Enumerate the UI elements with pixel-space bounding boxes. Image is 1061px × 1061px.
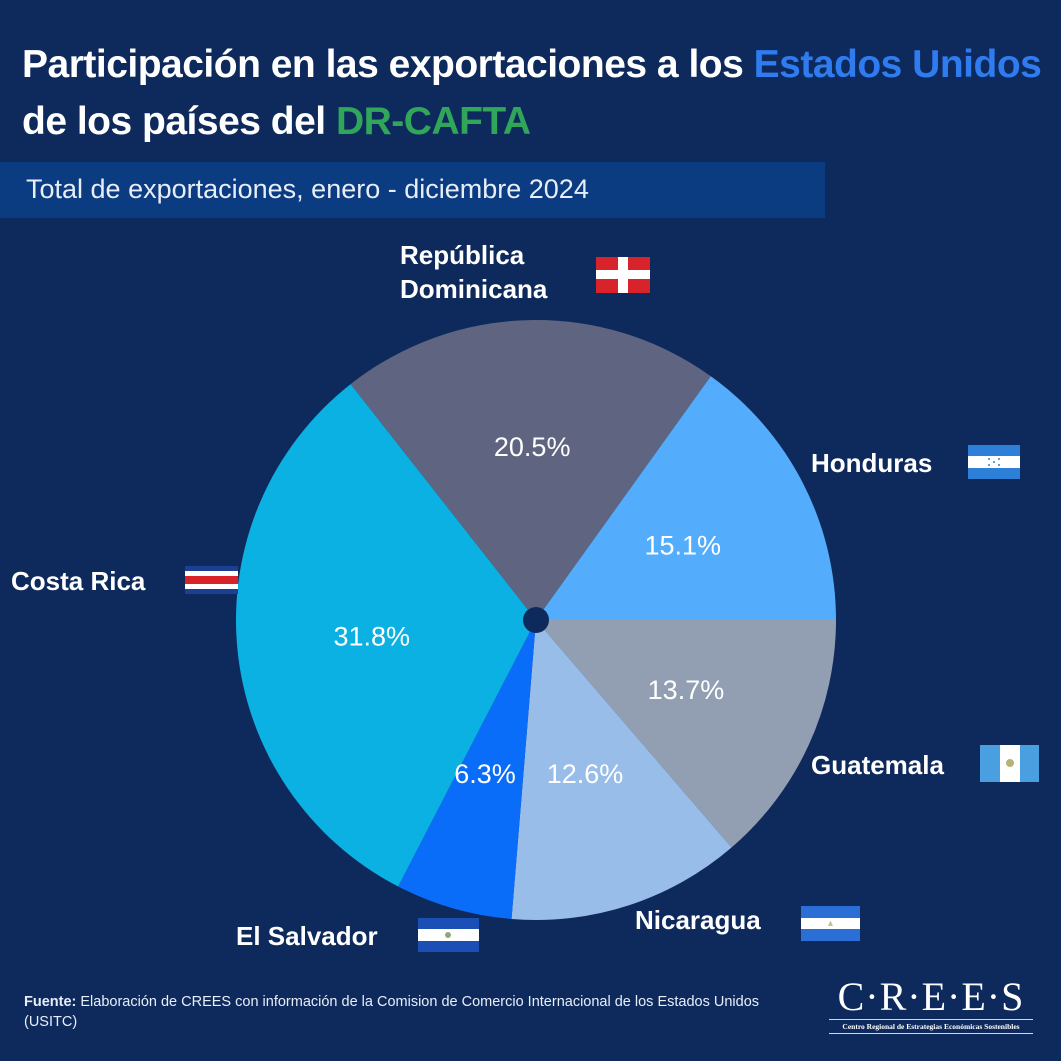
chart-subtitle: Total de exportaciones, enero - diciembr… (26, 174, 589, 204)
pie-slice-costa-rica (235, 384, 536, 887)
label-republica-dominicana-line1: República (400, 240, 525, 270)
costa-rica-flag (185, 566, 238, 594)
el-salvador-flag (418, 918, 479, 952)
title-part-1: Participación en las exportaciones a los (22, 43, 754, 86)
logo-divider-bottom (829, 1033, 1033, 1034)
pie-label-el-salvador: 6.3% (454, 759, 516, 789)
subtitle-bar: Total de exportaciones, enero - diciembr… (0, 162, 825, 218)
label-honduras: Honduras (811, 448, 933, 478)
source-note: Fuente: Elaboración de CREES con informa… (24, 992, 784, 1032)
pie-slices (235, 320, 836, 920)
pie-label-rep-blica-dominicana: 20.5% (494, 432, 571, 462)
pie-label-honduras: 15.1% (644, 531, 721, 561)
dominican-republic-flag (596, 257, 650, 293)
label-republica-dominicana: República Dominicana (400, 238, 547, 306)
title-highlight-dr-cafta: DR-CAFTA (335, 100, 531, 143)
label-costa-rica: Costa Rica (11, 566, 146, 596)
pie-label-guatemala: 13.7% (648, 675, 725, 705)
source-text: Elaboración de CREES con información de … (24, 994, 760, 1030)
label-republica-dominicana-line2: Dominicana (400, 274, 548, 304)
pie-slice-guatemala (536, 620, 836, 848)
pie-slice-rep-blica-dominicana (350, 320, 711, 620)
chart-title: Participación en las exportaciones a los… (22, 36, 1042, 150)
pie-slice-honduras (536, 376, 836, 620)
pie-label-nicaragua: 12.6% (547, 759, 624, 789)
label-nicaragua: Nicaragua (635, 905, 761, 935)
title-part-2: de los países del (22, 100, 336, 143)
pie-label-costa-rica: 31.8% (333, 622, 410, 652)
pie-slice-nicaragua (511, 620, 732, 920)
honduras-flag (968, 445, 1020, 479)
crees-logo-tagline: Centro Regional de Estrategias Económica… (842, 1022, 1020, 1031)
pie-slice-el-salvador (398, 620, 536, 919)
title-highlight-estados-unidos: Estados Unidos (753, 43, 1042, 86)
pie-slice-labels: 13.7% 12.6% 6.3% 31.8% 20.5% 15.1% (333, 432, 724, 789)
guatemala-flag (980, 745, 1039, 782)
pie-center-dot (523, 607, 549, 633)
nicaragua-flag (801, 906, 860, 941)
label-el-salvador: El Salvador (236, 921, 378, 951)
label-guatemala: Guatemala (811, 750, 944, 780)
source-label: Fuente: (24, 994, 77, 1010)
logo-divider-top (829, 1019, 1033, 1020)
crees-logo: C·R·E·E·S Centro Regional de Estrategias… (826, 975, 1036, 1035)
crees-logo-name: C·R·E·E·S (837, 974, 1025, 1019)
